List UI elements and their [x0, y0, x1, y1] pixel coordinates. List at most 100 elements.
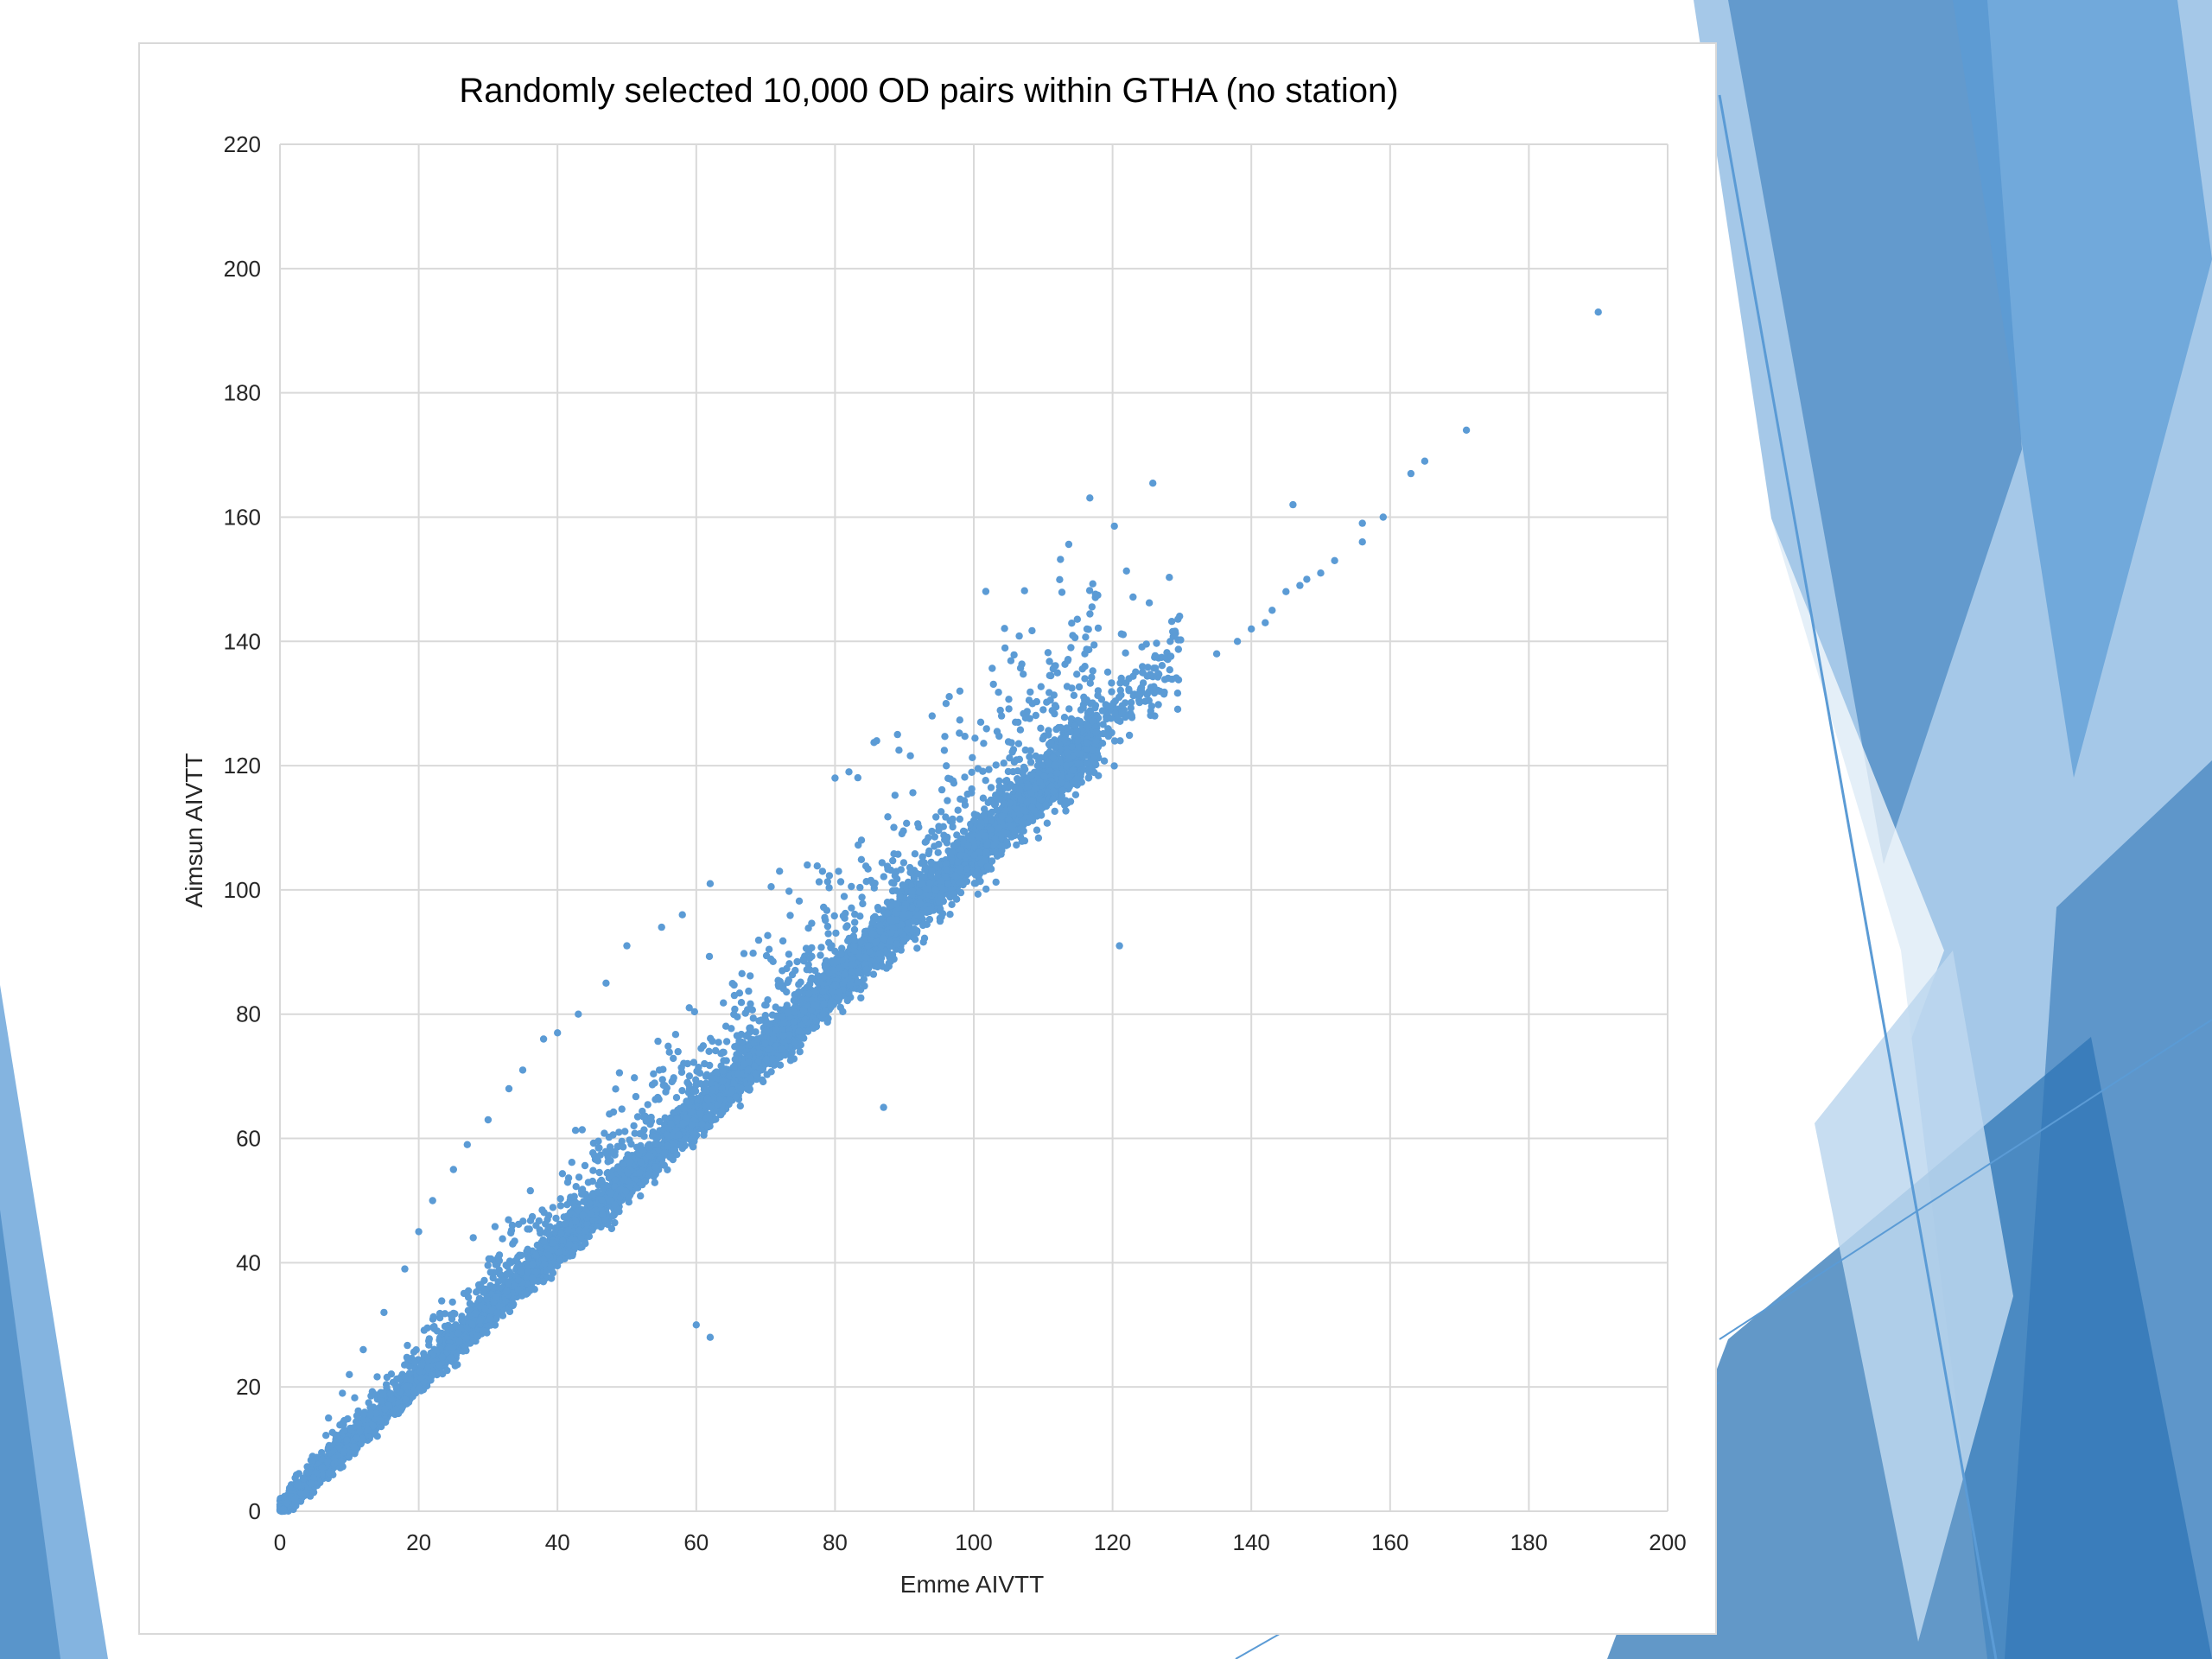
scatter-point: [956, 729, 963, 737]
scatter-point: [1085, 587, 1094, 594]
scatter-point: [985, 766, 993, 773]
scatter-point: [749, 1014, 757, 1022]
scatter-point: [438, 1297, 446, 1305]
x-tick-label: 100: [955, 1529, 992, 1555]
scatter-point: [835, 868, 842, 875]
scatter-point: [840, 893, 849, 900]
scatter-point: [469, 1234, 477, 1242]
scatter-point: [1053, 669, 1062, 677]
y-tick-label: 140: [224, 628, 261, 654]
scatter-point: [785, 950, 793, 958]
scatter-point: [1090, 641, 1098, 649]
x-tick-label: 200: [1649, 1529, 1686, 1555]
scatter-point: [1062, 807, 1070, 815]
scatter-point: [738, 969, 746, 978]
scatter-point: [650, 1070, 658, 1078]
scatter-point: [825, 872, 834, 880]
x-tick-label: 0: [274, 1529, 286, 1555]
x-tick-label: 20: [406, 1529, 431, 1555]
scatter-point: [832, 929, 840, 938]
scatter-point: [804, 925, 812, 932]
x-tick-label: 180: [1510, 1529, 1548, 1555]
scatter-point: [670, 1109, 677, 1117]
scatter-point: [888, 879, 896, 887]
scatter-point: [618, 1137, 626, 1146]
scatter-point: [664, 1042, 672, 1051]
scatter-point: [1094, 624, 1103, 632]
scatter-point: [611, 1218, 619, 1227]
scatter-point: [843, 922, 851, 930]
scatter-point: [1158, 662, 1166, 670]
scatter-point: [913, 944, 921, 952]
scatter-point: [931, 833, 938, 841]
scatter-point: [935, 841, 943, 849]
scatter-point: [1138, 643, 1146, 651]
scatter-point: [1097, 696, 1106, 703]
scatter-point: [1139, 663, 1147, 671]
scatter-point: [911, 850, 919, 858]
scatter-point: [823, 878, 831, 886]
y-tick-label: 40: [236, 1249, 261, 1275]
y-tick-label: 120: [224, 753, 261, 779]
scatter-point: [1129, 593, 1137, 601]
scatter-point: [660, 1161, 668, 1169]
x-tick-label: 40: [545, 1529, 570, 1555]
right-thin-line-1: [1718, 94, 1998, 1659]
scatter-point: [754, 936, 763, 944]
scatter-point: [1068, 684, 1076, 692]
chart-title: Randomly selected 10,000 OD pairs within…: [459, 72, 1398, 110]
scatter-point: [996, 706, 1004, 715]
scatter-point: [747, 1000, 754, 1008]
scatter-point: [1014, 740, 1023, 747]
scatter-point: [1088, 603, 1096, 611]
y-tick-label: 160: [224, 504, 261, 530]
scatter-point: [1122, 679, 1130, 687]
scatter-point: [1144, 664, 1152, 671]
chart-panel: Randomly selected 10,000 OD pairs within…: [138, 42, 1717, 1635]
scatter-point: [578, 1126, 586, 1134]
x-tick-label: 80: [823, 1529, 848, 1555]
left-facet-2: [0, 1210, 60, 1659]
scatter-point: [830, 912, 838, 920]
scatter-point: [491, 1223, 499, 1230]
scatter-point: [791, 966, 799, 975]
scatter-point: [736, 1102, 744, 1110]
scatter-point: [982, 777, 989, 785]
scatter-point: [615, 1069, 624, 1077]
scatter-point: [1056, 575, 1064, 583]
scatter-point: [995, 777, 1003, 785]
scatter-point: [448, 1298, 456, 1306]
scatter-point: [762, 951, 771, 960]
scatter-point: [1083, 625, 1091, 633]
scatter-point: [1079, 766, 1087, 773]
scatter-point: [489, 1274, 497, 1282]
y-tick-label: 220: [224, 131, 261, 157]
scatter-point: [706, 1061, 714, 1070]
scatter-point: [1156, 687, 1164, 696]
scatter-point: [938, 785, 946, 794]
scatter-point: [1129, 692, 1137, 700]
scatter-point: [712, 1046, 720, 1055]
y-tick-label: 60: [236, 1126, 261, 1152]
scatter-point: [941, 733, 949, 741]
y-tick-label: 100: [224, 877, 261, 903]
y-tick-label: 180: [224, 380, 261, 406]
scatter-point: [982, 725, 990, 733]
scatter-point: [915, 823, 923, 831]
scatter-point: [571, 1127, 580, 1135]
scatter-point: [1128, 698, 1135, 707]
scatter-point: [556, 1195, 564, 1203]
scatter-point: [1044, 649, 1052, 657]
scatter-point: [651, 1079, 658, 1087]
scatter-point: [821, 913, 829, 922]
scatter-point: [749, 950, 757, 957]
scatter-point: [1070, 691, 1078, 699]
scatter-point: [1108, 688, 1116, 696]
scatter-point: [760, 1077, 767, 1086]
scatter-point: [956, 716, 963, 724]
scatter-point: [971, 734, 979, 742]
right-thin-line-2: [1719, 1019, 2212, 1340]
scatter-point: [1007, 657, 1015, 664]
scatter-point: [1086, 679, 1095, 687]
scatter-point: [869, 970, 878, 978]
